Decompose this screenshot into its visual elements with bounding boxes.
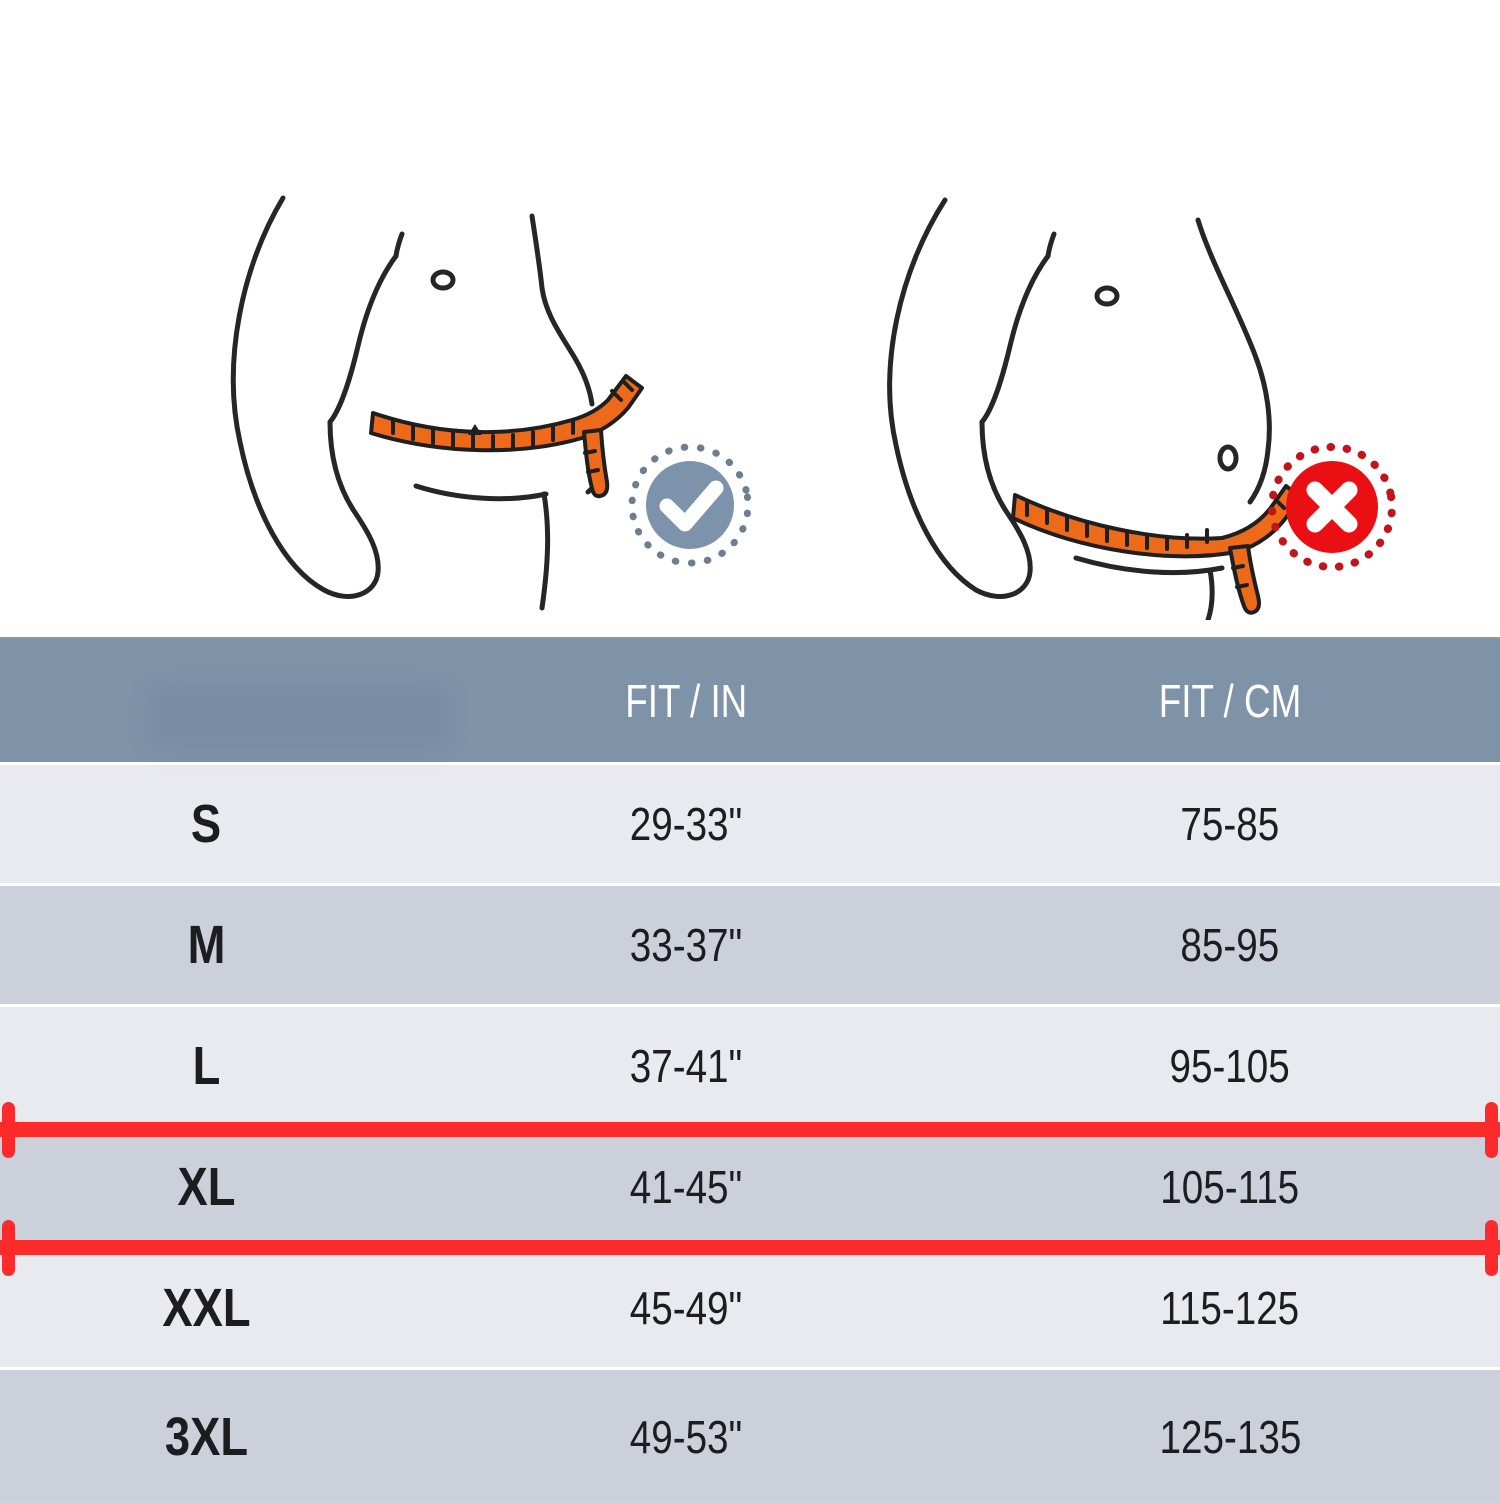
torso-drawing-incorrect bbox=[887, 197, 1396, 620]
table-header-row: FIT / IN FIT / CM bbox=[0, 637, 1500, 762]
table-row-3xl: 3XL 49-53" 125-135 bbox=[0, 1367, 1500, 1503]
highlight-bar-top bbox=[0, 1122, 1500, 1137]
highlight-cap-bottom-right bbox=[1485, 1220, 1498, 1276]
table-row-xl-highlighted: XL 41-45" 105-115 bbox=[0, 1125, 1500, 1246]
table-row-l: L 37-41" 95-105 bbox=[0, 1004, 1500, 1125]
highlight-bar-bottom bbox=[0, 1240, 1500, 1255]
correct-measurement-illustration bbox=[180, 170, 780, 620]
measuring-tape bbox=[1011, 484, 1302, 559]
cross-badge bbox=[1268, 443, 1396, 571]
erased-label-artifact bbox=[148, 687, 448, 749]
header-cell-fit-cm: FIT / CM bbox=[1158, 674, 1302, 727]
header-cell-fit-in: FIT / IN bbox=[625, 674, 748, 727]
table-row-m: M 33-37" 85-95 bbox=[0, 883, 1500, 1004]
table-row-s: S 29-33" 75-85 bbox=[0, 762, 1500, 883]
torso-drawing-correct bbox=[230, 195, 752, 611]
highlight-cap-top-right bbox=[1485, 1102, 1498, 1158]
incorrect-measurement-illustration bbox=[830, 170, 1430, 620]
table-row-xxl: XXL 45-49" 115-125 bbox=[0, 1246, 1500, 1367]
size-table: FIT / IN FIT / CM S 29-33" 75-85 M 33-37… bbox=[0, 637, 1500, 1503]
cross-icon bbox=[1306, 481, 1358, 533]
highlight-cap-bottom-left bbox=[2, 1220, 15, 1276]
check-icon bbox=[659, 480, 724, 532]
highlight-cap-top-left bbox=[2, 1102, 15, 1158]
check-badge bbox=[628, 443, 752, 567]
